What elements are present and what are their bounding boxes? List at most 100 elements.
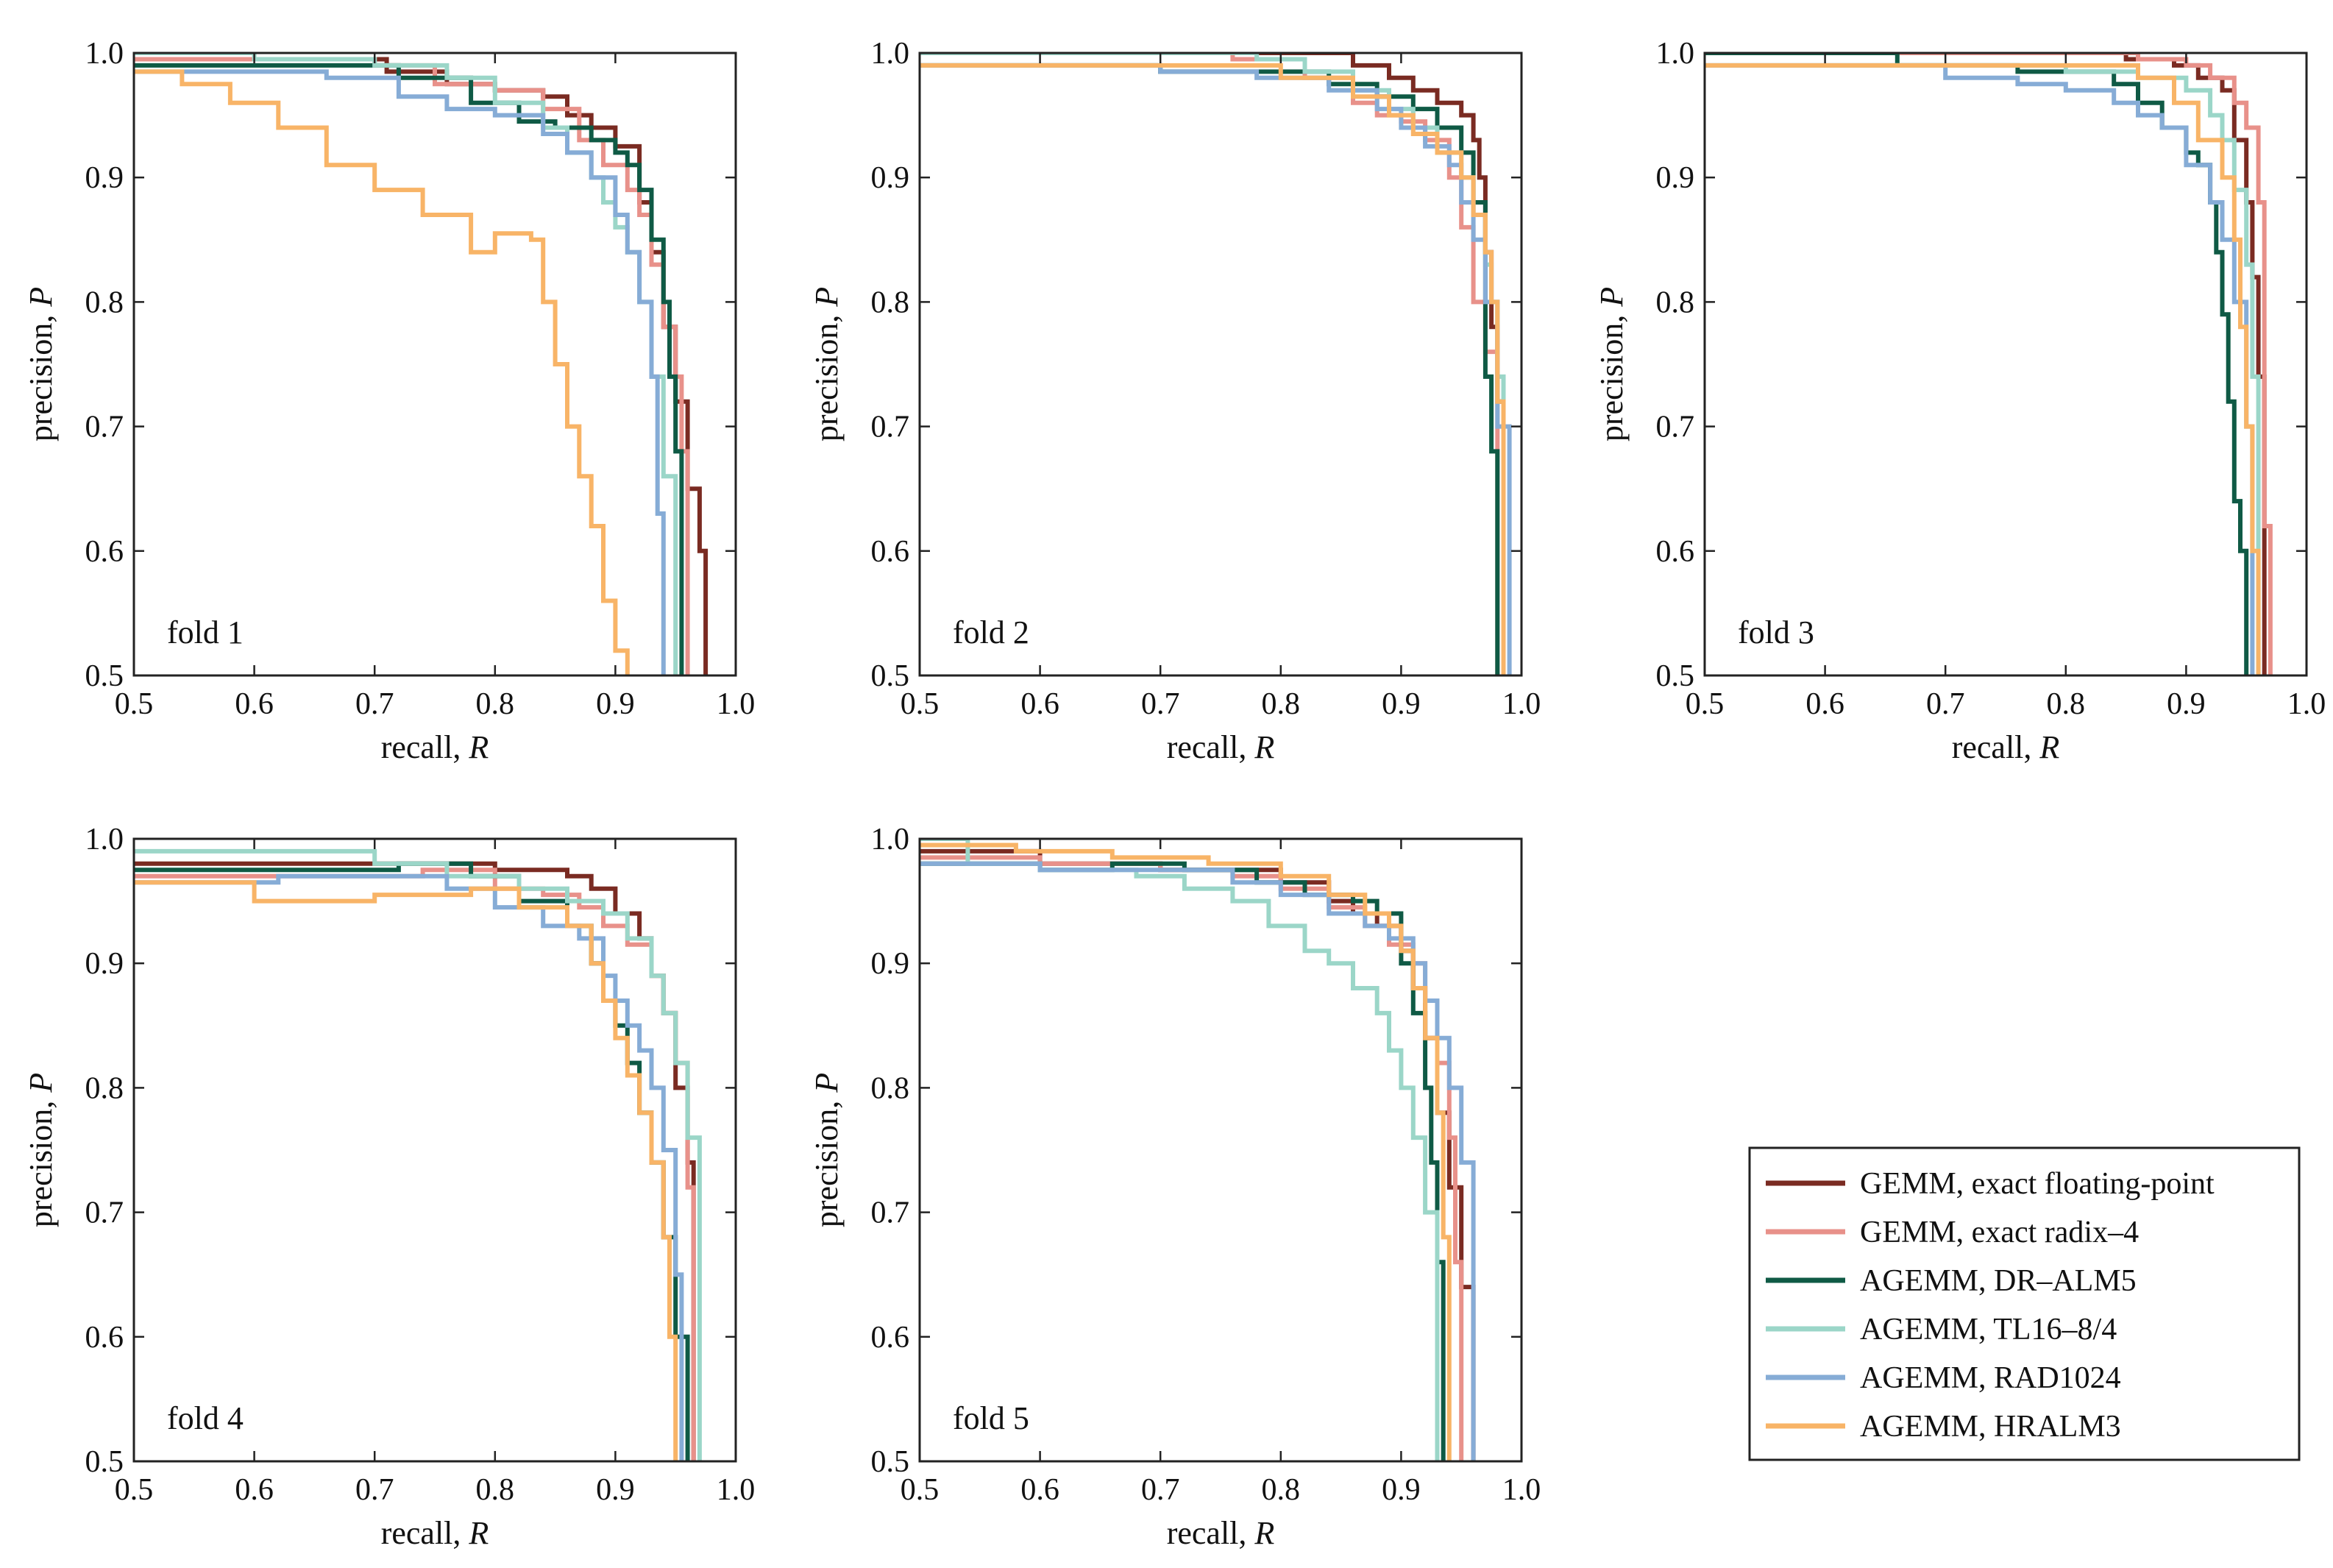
y-axis-label: precision, P [23, 1073, 59, 1227]
x-tick-label: 1.0 [1502, 687, 1541, 721]
y-tick-label: 0.8 [85, 1071, 124, 1105]
series-line-agemm-hralm3 [920, 842, 1452, 1461]
x-tick-label: 1.0 [717, 1473, 756, 1507]
series-line-agemm-tl16-8-4 [1705, 63, 2261, 675]
y-tick-label: 0.6 [85, 535, 124, 569]
x-axis-label: recall, R [381, 729, 489, 765]
x-tick-label: 0.5 [115, 687, 154, 721]
series-line-agemm-tl16-8-4 [920, 53, 1506, 675]
x-tick-label: 0.9 [2167, 687, 2206, 721]
series-line-agemm-rad1024 [134, 69, 666, 675]
y-tick-label: 0.9 [85, 161, 124, 195]
series-line-agemm-hralm3 [134, 69, 630, 675]
x-tick-label: 0.8 [476, 687, 515, 721]
x-tick-label: 0.8 [2047, 687, 2086, 721]
x-tick-label: 0.6 [235, 1473, 274, 1507]
panel-fold-3: 0.5 0.6 0.7 0.8 0.9 1.0 0.5 0.6 0.7 0.8 0.9 1.0 reca… [1594, 37, 2326, 765]
panel-fold-4: 0.5 0.6 0.7 0.8 0.9 1.0 0.5 0.6 0.7 0.8 0.9 1.0 reca… [23, 823, 755, 1551]
series-line-agemm-tl16-8-4 [134, 53, 678, 675]
panel-fold-5: 0.5 0.6 0.7 0.8 0.9 1.0 0.5 0.6 0.7 0.8 0.9 1.0 reca… [809, 823, 1541, 1551]
y-tick-label: 0.5 [871, 659, 910, 693]
y-tick-label: 1.0 [871, 823, 910, 856]
y-tick-label: 0.5 [85, 1445, 124, 1479]
x-tick-label: 0.5 [115, 1473, 154, 1507]
y-tick-label: 0.7 [85, 1196, 124, 1230]
plot-frame [132, 52, 737, 677]
series-line-agemm-rad1024 [920, 63, 1512, 675]
x-tick-label: 0.8 [1262, 1473, 1301, 1507]
series-line-gemm-exact-floating-point [1705, 53, 2267, 675]
x-tick-label: 0.5 [1686, 687, 1725, 721]
series-group [920, 53, 1512, 675]
series-line-agemm-dr-alm5 [134, 63, 684, 675]
x-tick-label: 0.7 [355, 1473, 394, 1507]
legend-label: AGEMM, TL16–8/4 [1860, 1313, 2117, 1347]
series-line-agemm-tl16-8-4 [134, 848, 702, 1461]
plot-frame [918, 52, 1523, 677]
series-group [920, 839, 1476, 1461]
y-tick-label: 0.7 [1656, 411, 1695, 444]
x-tick-label: 0.7 [1926, 687, 1965, 721]
y-axis-label: precision, P [1594, 287, 1630, 441]
legend: GEMM, exact floating-point GEMM, exact ra… [1748, 1146, 2301, 1461]
x-tick-label: 0.8 [1262, 687, 1301, 721]
y-tick-label: 1.0 [871, 37, 910, 71]
panel-fold-1: 0.5 0.6 0.7 0.8 0.9 1.0 0.5 0.6 0.7 0.8 0.9 1.0 reca… [23, 37, 755, 765]
legend-label: GEMM, exact radix–4 [1860, 1216, 2139, 1249]
series-line-agemm-rad1024 [1705, 63, 2255, 675]
x-tick-label: 0.6 [1805, 687, 1844, 721]
x-tick-label: 0.7 [1141, 1473, 1180, 1507]
series-line-agemm-dr-alm5 [920, 861, 1446, 1461]
x-tick-label: 1.0 [1502, 1473, 1541, 1507]
series-line-agemm-hralm3 [1705, 63, 2261, 675]
x-tick-label: 1.0 [2287, 687, 2326, 721]
series-line-agemm-tl16-8-4 [920, 839, 1440, 1461]
y-tick-label: 0.8 [1656, 285, 1695, 319]
series-line-agemm-dr-alm5 [920, 63, 1500, 675]
series-line-agemm-dr-alm5 [1705, 53, 2249, 675]
series-line-gemm-exact-floating-point [920, 53, 1506, 675]
series-line-gemm-exact-radix-4 [1705, 53, 2273, 675]
y-tick-label: 0.9 [1656, 161, 1695, 195]
y-tick-label: 0.6 [871, 1321, 910, 1355]
x-axis-label: recall, R [1167, 729, 1275, 765]
series-line-gemm-exact-floating-point [134, 861, 696, 1461]
y-tick-label: 0.5 [1656, 659, 1695, 693]
x-tick-label: 0.7 [1141, 687, 1180, 721]
fold-label: fold 1 [167, 614, 244, 650]
x-tick-label: 0.9 [1382, 687, 1421, 721]
y-tick-label: 0.9 [85, 947, 124, 981]
y-tick-label: 0.8 [871, 285, 910, 319]
x-tick-label: 1.0 [717, 687, 756, 721]
series-group [1705, 53, 2273, 675]
x-axis-label: recall, R [381, 1515, 489, 1551]
x-tick-label: 0.9 [1382, 1473, 1421, 1507]
series-line-gemm-exact-radix-4 [920, 855, 1464, 1461]
legend-label: GEMM, exact floating-point [1860, 1167, 2215, 1201]
series-group [134, 848, 702, 1461]
y-tick-label: 0.6 [871, 535, 910, 569]
series-line-gemm-exact-radix-4 [920, 53, 1500, 675]
y-tick-label: 0.9 [871, 161, 910, 195]
plot-frame [1703, 52, 2308, 677]
y-tick-label: 0.7 [871, 411, 910, 444]
fold-label: fold 5 [953, 1400, 1029, 1436]
x-tick-label: 0.6 [1020, 1473, 1059, 1507]
legend-label: AGEMM, RAD1024 [1860, 1361, 2121, 1395]
y-tick-label: 0.8 [871, 1071, 910, 1105]
y-tick-label: 0.7 [871, 1196, 910, 1230]
y-axis-label: precision, P [809, 1073, 845, 1227]
x-tick-label: 0.6 [1020, 687, 1059, 721]
panel-fold-2: 0.5 0.6 0.7 0.8 0.9 1.0 0.5 0.6 0.7 0.8 0.9 1.0 reca… [809, 37, 1541, 765]
x-tick-label: 0.9 [596, 1473, 635, 1507]
y-tick-label: 0.5 [85, 659, 124, 693]
x-tick-label: 0.7 [355, 687, 394, 721]
y-axis-label: precision, P [809, 287, 845, 441]
x-tick-label: 0.5 [901, 687, 940, 721]
fold-label: fold 3 [1738, 614, 1814, 650]
y-axis-label: precision, P [23, 287, 59, 441]
x-tick-label: 0.5 [901, 1473, 940, 1507]
y-tick-label: 1.0 [1656, 37, 1695, 71]
series-line-agemm-rad1024 [920, 861, 1476, 1461]
